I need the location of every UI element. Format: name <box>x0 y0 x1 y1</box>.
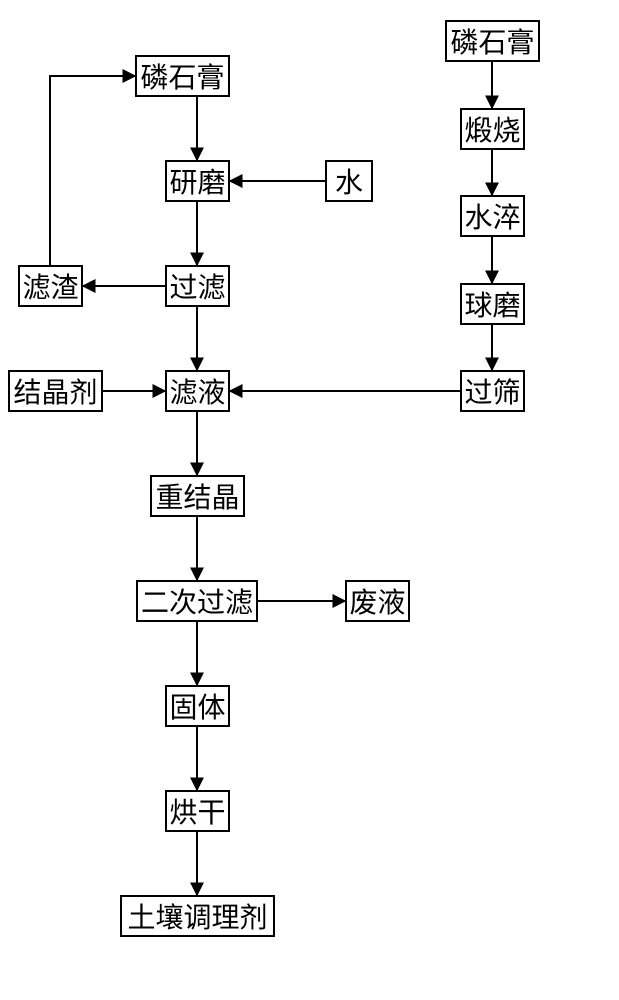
flowchart-node: 滤液 <box>165 370 230 412</box>
node-label: 滤渣 <box>22 266 78 306</box>
flowchart-node: 固体 <box>165 685 230 727</box>
node-label: 煅烧 <box>464 109 520 149</box>
flowchart-edge <box>50 76 135 265</box>
node-label: 磷石膏 <box>450 21 534 61</box>
flowchart-node: 磷石膏 <box>135 55 230 97</box>
flowchart-node: 过筛 <box>460 370 525 412</box>
flowchart-node: 土壤调理剂 <box>120 895 275 937</box>
flowchart-node: 磷石膏 <box>445 20 540 62</box>
node-label: 土壤调理剂 <box>127 896 267 936</box>
node-label: 二次过滤 <box>141 581 253 621</box>
flowchart-svg <box>0 0 619 1000</box>
flowchart-node: 水 <box>325 160 373 202</box>
node-label: 过滤 <box>169 266 225 306</box>
flowchart-node: 滤渣 <box>18 265 83 307</box>
node-label: 磷石膏 <box>140 56 224 96</box>
flowchart-node: 球磨 <box>460 283 525 325</box>
flowchart-node: 过滤 <box>165 265 230 307</box>
flowchart-node: 废液 <box>345 580 410 622</box>
flowchart-node: 煅烧 <box>460 108 525 150</box>
node-label: 水 <box>335 161 363 201</box>
node-label: 水淬 <box>464 196 520 236</box>
node-label: 重结晶 <box>155 476 239 516</box>
flowchart-node: 结晶剂 <box>8 370 103 412</box>
flowchart-node: 烘干 <box>165 790 230 832</box>
node-label: 滤液 <box>169 371 225 411</box>
node-label: 球磨 <box>464 284 520 324</box>
node-label: 过筛 <box>464 371 520 411</box>
flowchart-node: 重结晶 <box>150 475 245 517</box>
node-label: 结晶剂 <box>13 371 97 411</box>
flowchart-node: 研磨 <box>165 160 230 202</box>
node-label: 烘干 <box>169 791 225 831</box>
node-label: 固体 <box>169 686 225 726</box>
node-label: 废液 <box>349 581 405 621</box>
flowchart-node: 水淬 <box>460 195 525 237</box>
node-label: 研磨 <box>169 161 225 201</box>
flowchart-node: 二次过滤 <box>136 580 258 622</box>
